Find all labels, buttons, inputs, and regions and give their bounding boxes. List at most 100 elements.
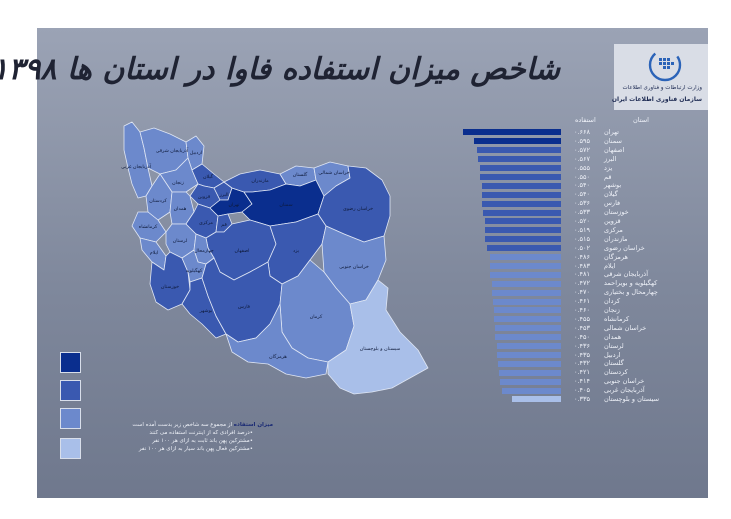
map-label-azerbaijan-west: آذربایجان غربی <box>121 163 152 170</box>
map-label-mazandaran: مازندران <box>251 178 269 184</box>
ranking-row: ۰.۴۸۱ آذربایجان شرقی <box>566 270 686 279</box>
ranking-row: ۰.۴۶۰ زنجان <box>566 306 686 315</box>
ranking-row: ۰.۴۵۳ خراسان شمالی <box>566 324 686 333</box>
map-legend <box>60 352 400 460</box>
ranking-value: ۰.۴۵۳ <box>574 323 591 332</box>
map-label-bushehr: بوشهر <box>199 309 213 314</box>
ranking-row: ۰.۳۳۵ سیستان و بلوچستان <box>566 395 686 404</box>
map-label-zanjan: زنجان <box>172 180 184 186</box>
iran-province-map: آذربایجان شرقی آذربایجان غربی اردبیل زنج… <box>121 121 429 395</box>
ranking-province: هرمزگان <box>604 252 628 261</box>
ranking-province: خراسان رضوی <box>604 243 645 252</box>
ranking-bar <box>494 325 561 332</box>
ranking-row: ۰.۵۳۳ خوزستان <box>566 208 686 217</box>
ranking-bar <box>479 165 561 171</box>
ranking-row: ۰.۵۴۰ بوشهر <box>566 181 686 190</box>
ranking-value: ۰.۴۸۶ <box>574 252 591 261</box>
ranking-province: قم <box>604 172 612 181</box>
legend-title-bold: میزان استفاده <box>233 422 273 428</box>
ranking-value: ۰.۴۷۲ <box>574 279 591 288</box>
ranking-value: ۰.۴۵۰ <box>574 332 591 341</box>
ranking-row: ۰.۵۵۵ یزد <box>566 164 686 173</box>
map-label-khorasan-north: خراسان شمالی <box>318 170 349 176</box>
ranking-row: ۰.۴۰۵ آذربایجان غربی <box>566 386 686 395</box>
map-label-lorestan: لرستان <box>173 238 188 244</box>
ranking-province: خراسان شمالی <box>604 323 647 332</box>
map-label-azerbaijan-east: آذربایجان شرقی <box>156 147 189 154</box>
logo-organization-text: سازمان فناوری اطلاعات ایران <box>611 96 702 103</box>
ranking-bar-chart <box>461 128 561 420</box>
ranking-row: ۰.۵۳۶ فارس <box>566 199 686 208</box>
ranking-province: اردبیل <box>604 350 621 359</box>
ranking-bar <box>491 280 561 287</box>
ranking-table: ۰.۶۶۸ تهران ۰.۵۹۵ سمنان ۰.۵۷۲ اصفهان ۰.۵۶۷ البر… <box>566 128 686 420</box>
ranking-province: آذربایجان شرقی <box>604 270 649 279</box>
ranking-header-province: استان <box>633 116 649 124</box>
ranking-province: چهارمحال و بختیاری <box>604 288 658 297</box>
map-label-golestan: گلستان <box>293 171 308 178</box>
ranking-province: قزوین <box>604 217 621 225</box>
ranking-province: البرز <box>604 154 617 163</box>
legend-item: •مشترکین پهن باند ثابت به ازای هر ۱۰۰ نف… <box>152 438 253 444</box>
legend-title-rest: از مجموع سه شاخص زیر بدست آمده است <box>132 422 234 428</box>
ranking-value: ۰.۵۶۷ <box>574 154 591 163</box>
logo-ministry-text: وزارت ارتباطات و فناوری اطلاعات <box>622 85 702 91</box>
page-title: شاخص میزان استفاده فاوا در استان ها ۱۳۹۸ <box>0 52 560 87</box>
ranking-province: یزد <box>604 163 613 172</box>
ranking-value: ۰.۵۱۹ <box>574 225 591 234</box>
map-label-kerman: کرمان <box>310 314 323 320</box>
ranking-bar <box>481 191 561 198</box>
ranking-row: ۰.۴۳۶ لرستان <box>566 342 686 351</box>
ranking-bar <box>482 200 561 207</box>
legend-title: میزان استفاده از مجموع سه شاخص زیر بدست … <box>93 421 273 429</box>
ranking-province: آذربایجان غربی <box>604 386 645 395</box>
map-label-isfahan: اصفهان <box>234 248 249 254</box>
ranking-bar <box>480 173 561 180</box>
ranking-value: ۰.۵۵۵ <box>574 163 591 172</box>
ranking-bar <box>484 218 561 225</box>
ranking-row: ۰.۴۱۴ خراسان جنوبی <box>566 377 686 386</box>
ranking-province: اصفهان <box>604 145 625 154</box>
ito-logo-icon <box>648 48 682 82</box>
ranking-value: ۰.۵۷۲ <box>574 145 591 154</box>
map-label-yazd: یزد <box>293 249 300 254</box>
map-label-kohgiluyeh: کهگیلویه <box>186 267 203 274</box>
legend-description: میزان استفاده از مجموع سه شاخص زیر بدست … <box>93 421 273 453</box>
ranking-province: ایلام <box>604 261 616 270</box>
ranking-bar <box>477 147 561 154</box>
ranking-province: کرمانشاه <box>604 314 630 323</box>
ranking-bar <box>484 227 561 234</box>
map-label-sistan-baluchestan: سیستان و بلوچستان <box>360 346 401 352</box>
ranking-province: مرکزی <box>604 225 623 234</box>
ranking-bar <box>463 129 561 136</box>
ranking-row: ۰.۴۸۳ ایلام <box>566 262 686 271</box>
ranking-value: ۰.۵۰۲ <box>574 243 591 252</box>
map-label-alborz: البرز <box>218 192 228 198</box>
ranking-row: ۰.۴۵۵ کرمانشاه <box>566 315 686 324</box>
ranking-value: ۰.۴۰۵ <box>574 386 591 395</box>
ranking-bar <box>500 378 561 385</box>
ranking-value: ۰.۴۸۱ <box>574 270 591 279</box>
ranking-value: ۰.۵۹۵ <box>574 136 591 145</box>
ranking-row: ۰.۴۵۰ همدان <box>566 333 686 342</box>
ranking-value: ۰.۵۵۰ <box>574 172 591 181</box>
ranking-bar <box>492 289 561 296</box>
ranking-value: ۰.۵۲۰ <box>574 217 591 225</box>
ranking-value: ۰.۴۵۵ <box>574 314 591 323</box>
ranking-value: ۰.۶۶۸ <box>574 128 591 136</box>
ranking-province: فارس <box>604 199 621 208</box>
ranking-province: کردان <box>604 297 621 306</box>
ranking-value: ۰.۴۸۳ <box>574 261 591 270</box>
ranking-row: ۰.۴۷۰ چهارمحال و بختیاری <box>566 288 686 297</box>
ranking-bar <box>501 387 561 394</box>
ranking-row: ۰.۵۵۰ قم <box>566 173 686 182</box>
map-label-gilan: گیلان <box>203 173 214 180</box>
ranking-value: ۰.۵۴۰ <box>574 190 591 199</box>
ranking-province: سیستان و بلوچستان <box>604 395 660 403</box>
ranking-province: خوزستان <box>604 208 629 217</box>
legend-swatch-class-3 <box>60 408 81 429</box>
map-label-khorasan-south: خراسان جنوبی <box>339 264 369 270</box>
map-label-kermanshah: کرمانشاه <box>139 224 158 230</box>
map-label-khuzestan: خوزستان <box>161 284 179 290</box>
map-label-markazi: مرکزی <box>199 220 213 226</box>
